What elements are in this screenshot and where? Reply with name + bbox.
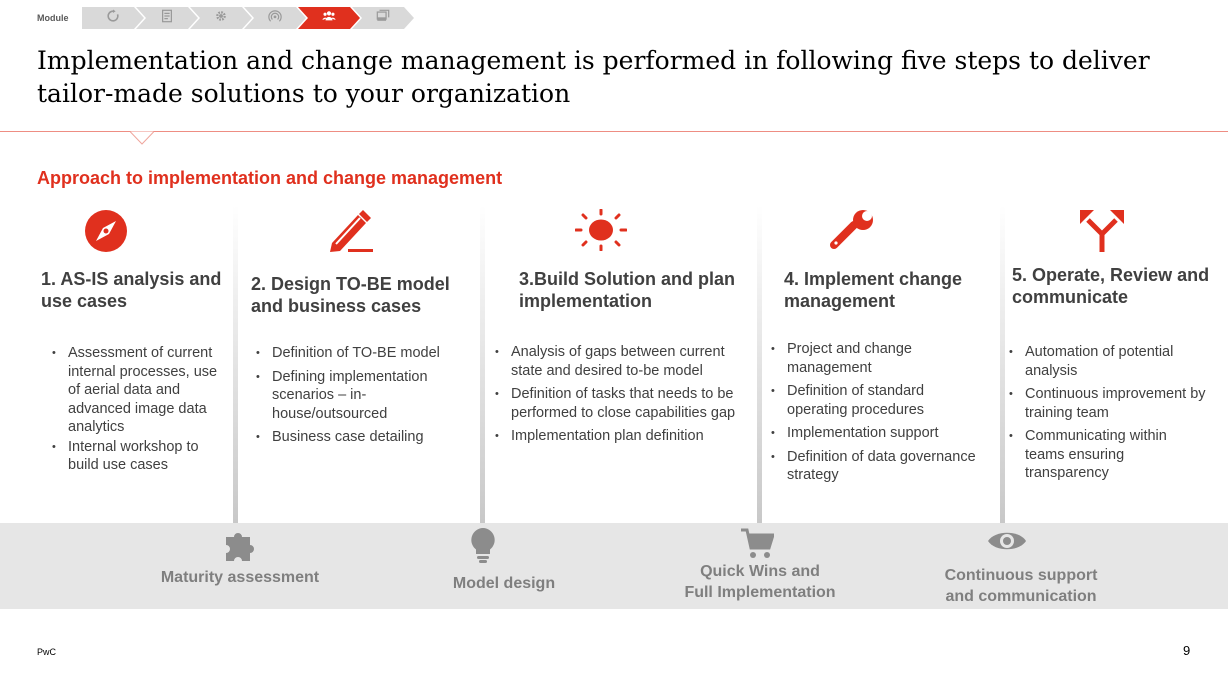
eye-icon [987,527,1027,560]
phase-continuous-support: Continuous support and communication [911,565,1131,607]
compass-icon [84,209,128,258]
divider-notch [130,131,154,145]
step-bullets: Automation of potential analysis Continu… [1009,343,1210,488]
wrench-icon [830,209,878,256]
module-label: Module [37,13,69,23]
module-tab-3[interactable] [190,7,252,29]
list-item: Implementation support [771,424,977,443]
phase-quick-wins: Quick Wins and Full Implementation [650,561,870,603]
step-heading: 4. Implement change management [784,269,963,311]
column-separator [233,205,238,523]
sun-icon [574,208,628,256]
pencil-icon [328,209,374,258]
module-tab-1[interactable] [82,7,144,29]
step-heading: 2. Design TO-BE model and business cases [251,274,450,316]
module-tab-5[interactable] [298,7,360,29]
title-divider [0,131,1228,132]
list-item: Business case detailing [256,428,467,447]
list-item: Communicating within teams ensuring tran… [1009,427,1210,483]
layers-icon [376,9,390,28]
step-bullets: Definition of TO-BE model Defining imple… [256,344,467,452]
phase-label-line: and communication [945,588,1097,605]
checklist-icon [160,9,174,28]
list-item: Definition of standard operating procedu… [771,382,977,419]
column-separator [480,205,485,523]
module-tab-2[interactable] [136,7,198,29]
step-bullets: Analysis of gaps between current state a… [495,343,736,451]
page-number: 9 [1183,643,1191,658]
people-icon [322,9,336,28]
module-tab-4[interactable] [244,7,306,29]
footer-brand: PwC [37,647,57,657]
phase-model-design: Model design [452,575,556,592]
puzzle-icon [224,529,258,566]
list-item: Defining implementation scenarios – in-h… [256,368,467,424]
page-title: Implementation and change management is … [37,46,1150,108]
module-tab-6[interactable] [352,7,414,29]
section-subtitle: Approach to implementation and change ma… [37,168,503,188]
broadcast-icon [268,9,282,28]
phase-maturity-assessment: Maturity assessment [160,569,320,586]
step-heading: 1. AS-IS analysis and use cases [41,269,222,311]
list-item: Definition of TO-BE model [256,344,467,363]
list-item: Continuous improvement by training team [1009,385,1210,422]
gear-icon [214,9,228,28]
split-arrow-icon [1078,208,1126,257]
lightbulb-icon [470,527,496,570]
phase-label-line: Continuous support [944,567,1098,584]
list-item: Implementation plan definition [495,427,736,446]
list-item: Definition of data governance strategy [771,448,977,485]
list-item: Automation of potential analysis [1009,343,1210,380]
list-item: Assessment of current internal processes… [52,344,218,437]
column-separator [757,205,762,523]
phase-label-line: Quick Wins and [700,563,820,580]
list-item: Analysis of gaps between current state a… [495,343,736,380]
step-bullets: Assessment of current internal processes… [52,344,218,476]
step-bullets: Project and change management Definition… [771,340,977,490]
list-item: Internal workshop to build use cases [52,438,218,475]
phase-band [0,523,1228,609]
phase-label-line: Full Implementation [684,584,836,601]
step-heading: 3.Build Solution and plan implementation [519,269,735,311]
column-separator [1000,205,1005,523]
step-heading: 5. Operate, Review and communicate [1012,265,1210,307]
list-item: Project and change management [771,340,977,377]
list-item: Definition of tasks that needs to be per… [495,385,736,422]
cart-icon [740,528,776,565]
refresh-icon [106,8,120,28]
